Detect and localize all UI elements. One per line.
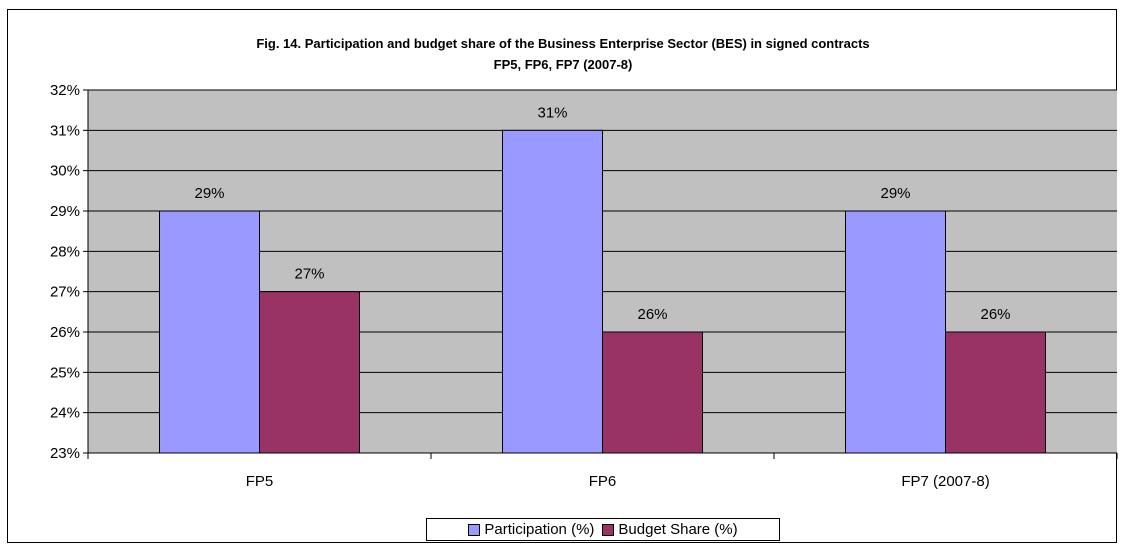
x-category-label: FP7 (2007-8) xyxy=(901,473,989,490)
x-category-label: FP5 xyxy=(246,473,274,490)
bar xyxy=(259,291,360,454)
legend-label-budget-share: Budget Share (%) xyxy=(618,521,738,538)
x-category-label: FP6 xyxy=(589,473,617,490)
data-label: 27% xyxy=(294,266,324,283)
bar xyxy=(602,331,703,454)
legend-swatch-budget-share xyxy=(602,523,615,536)
legend-item-budget-share: Budget Share (%) xyxy=(602,521,738,538)
data-label: 31% xyxy=(537,104,567,121)
data-label: 26% xyxy=(980,306,1010,323)
bar xyxy=(502,129,603,454)
legend-item-participation: Participation (%) xyxy=(468,521,594,538)
y-tick-label: 26% xyxy=(50,324,80,341)
y-tick-label: 32% xyxy=(50,82,80,99)
chart-title: Fig. 14. Participation and budget share … xyxy=(256,36,869,51)
y-tick-label: 25% xyxy=(50,364,80,381)
data-label: 26% xyxy=(637,306,667,323)
y-tick-label: 30% xyxy=(50,163,80,180)
bar xyxy=(845,210,946,454)
legend-swatch-participation xyxy=(468,523,481,536)
bar xyxy=(159,210,260,454)
y-tick-label: 28% xyxy=(50,243,80,260)
y-tick-label: 29% xyxy=(50,203,80,220)
plot-area: 23% 24% 25% 26% 27% 28% 29% 30% 31% 32% 29% 27% FP5 3… xyxy=(50,82,1118,490)
y-tick-label: 24% xyxy=(50,405,80,422)
y-tick-label: 31% xyxy=(50,122,80,139)
bar xyxy=(945,331,1046,454)
data-label: 29% xyxy=(194,185,224,202)
legend: Participation (%) Budget Share (%) xyxy=(426,518,780,541)
y-tick-label: 23% xyxy=(50,445,80,462)
y-tick-label: 27% xyxy=(50,284,80,301)
data-label: 29% xyxy=(880,185,910,202)
chart-subtitle: FP5, FP6, FP7 (2007-8) xyxy=(494,57,633,72)
legend-label-participation: Participation (%) xyxy=(484,521,595,538)
